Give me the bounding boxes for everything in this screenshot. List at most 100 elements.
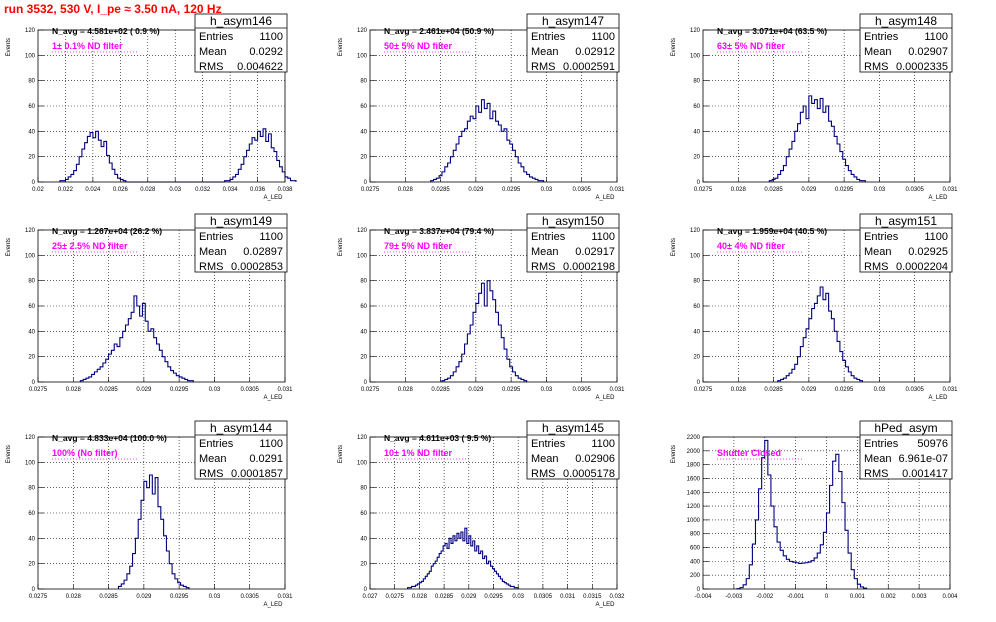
y-tick-label: 0	[697, 587, 701, 593]
x-tick-label: 0.028	[398, 187, 414, 193]
stats-box-title: h_asym150	[542, 214, 604, 228]
stats-label: RMS	[199, 468, 223, 480]
x-tick-label: 0.0295	[484, 594, 503, 600]
y-tick-label: 0	[364, 587, 368, 593]
histogram-series	[406, 527, 519, 589]
y-tick-label: 80	[360, 79, 367, 85]
y-tick-label: 60	[28, 104, 35, 110]
y-tick-label: 1600	[687, 476, 701, 482]
stats-box: h_asym146 Entries 1100 Mean 0.0292 RMS 0.00462…	[194, 13, 288, 73]
x-tick-label: -0.004	[694, 594, 712, 600]
x-tick-label: 0.029	[801, 187, 817, 193]
y-tick-label: 120	[690, 28, 701, 34]
stats-value: 1100	[591, 31, 615, 43]
x-tick-label: 0.022	[58, 187, 74, 193]
y-tick-label: 120	[25, 28, 36, 34]
y-tick-label: 20	[28, 562, 35, 568]
stats-box: h_asym145 Entries 1100 Mean 0.02906 RMS 0.0005…	[526, 420, 620, 480]
y-tick-label: 2200	[687, 435, 701, 441]
x-tick-label: 0.0305	[573, 187, 592, 193]
y-tick-label: 40	[360, 129, 367, 135]
stats-box: h_asym150 Entries 1100 Mean 0.02917 RMS 0.0002…	[526, 213, 620, 273]
stats-value: 1100	[924, 31, 948, 43]
x-axis-title: A_LED	[263, 602, 283, 608]
y-tick-label: 0	[697, 180, 701, 186]
stats-box-title: h_asym149	[210, 214, 272, 228]
x-tick-label: 0.028	[731, 187, 747, 193]
stats-value: 1100	[259, 438, 283, 450]
stats-box: h_asym148 Entries 1100 Mean 0.02907 RMS 0.0002…	[859, 13, 953, 73]
stats-label: Mean	[864, 453, 892, 465]
stats-label: RMS	[199, 61, 223, 73]
histogram-series	[777, 286, 864, 382]
x-tick-label: 0.038	[277, 187, 293, 193]
x-tick-label: 0.032	[195, 187, 211, 193]
x-tick-label: 0.031	[277, 594, 293, 600]
x-tick-label: 0.028	[398, 387, 414, 393]
y-tick-label: 200	[690, 573, 701, 579]
y-tick-label: 120	[25, 435, 36, 441]
y-tick-label: 100	[25, 53, 36, 59]
x-tick-label: 0.028	[731, 387, 747, 393]
y-tick-label: 40	[360, 536, 367, 542]
y-tick-label: 80	[360, 279, 367, 285]
x-tick-label: 0.0305	[241, 594, 260, 600]
x-tick-label: 0.031	[277, 387, 293, 393]
x-tick-label: 0.024	[85, 187, 101, 193]
x-tick-label: 0.0295	[502, 187, 521, 193]
stats-box-title: h_asym147	[542, 14, 604, 28]
x-tick-label: 0.0295	[170, 594, 189, 600]
stats-label: Entries	[199, 231, 234, 243]
y-tick-label: 60	[360, 104, 367, 110]
stats-label: Mean	[199, 453, 227, 465]
x-tick-label: 0.028	[66, 594, 82, 600]
histogram-grid: 0.02 0.022 0.024 0.026 0.028 0.03 0.032 0.034 0.…	[6, 13, 958, 608]
x-tick-label: 0.0305	[906, 387, 925, 393]
x-tick-label: 0.031	[560, 594, 576, 600]
histogram-panel-h_asym149: 0.0275 0.028 0.0285 0.029 0.0295 0.03 0.0305 0.…	[6, 213, 293, 401]
stats-label: Entries	[864, 438, 899, 450]
x-tick-label: 0.036	[250, 187, 266, 193]
y-tick-label: 100	[25, 460, 36, 466]
stats-label: Entries	[531, 231, 566, 243]
y-tick-label: 120	[357, 228, 368, 234]
stats-box-frame	[526, 13, 620, 73]
stats-value: 0.0002198	[563, 261, 615, 273]
y-tick-label: 100	[357, 460, 368, 466]
histogram-series	[79, 295, 194, 382]
x-tick-label: 0.0285	[764, 387, 783, 393]
x-tick-label: -0.002	[756, 594, 774, 600]
stats-box-title: h_asym146	[210, 14, 272, 28]
x-tick-label: 0.0275	[694, 187, 713, 193]
x-tick-label: 0.003	[912, 594, 928, 600]
x-tick-label: 0.0275	[386, 594, 405, 600]
stats-label: Entries	[199, 438, 234, 450]
stats-label: RMS	[864, 61, 888, 73]
stats-label: Mean	[199, 46, 227, 58]
x-tick-label: 0.034	[223, 187, 239, 193]
y-tick-label: 60	[693, 304, 700, 310]
panel-title: N_avg = 1.267e+04 (26.2 %)	[52, 226, 162, 236]
stats-box-frame	[194, 13, 288, 73]
stats-label: RMS	[864, 468, 888, 480]
y-tick-label: 60	[360, 304, 367, 310]
x-tick-label: 0.028	[140, 187, 156, 193]
x-tick-label: 0.0315	[583, 594, 602, 600]
stats-box-title: h_asym144	[210, 421, 272, 435]
stats-label: Entries	[531, 31, 566, 43]
x-tick-label: 0.0295	[170, 387, 189, 393]
filter-annotation: 40± 4% ND filter	[717, 241, 785, 251]
stats-label: Entries	[199, 31, 234, 43]
panel-title: N_avg = 3.837e+04 (79.4 %)	[384, 226, 494, 236]
x-tick-label: 0.0295	[502, 387, 521, 393]
stats-value: 0.0002335	[896, 61, 948, 73]
x-tick-label: 0.02	[32, 187, 44, 193]
y-tick-label: 80	[28, 279, 35, 285]
x-axis-title: A_LED	[928, 195, 948, 201]
y-tick-label: 0	[697, 380, 701, 386]
x-axis-title: A_LED	[263, 395, 283, 401]
x-tick-label: 0.028	[412, 594, 428, 600]
stats-value: 1100	[924, 231, 948, 243]
stats-value: 6.961e-07	[898, 453, 948, 465]
histogram-panel-h_asym148: 0.0275 0.028 0.0285 0.029 0.0295 0.03 0.0305 0.…	[671, 13, 958, 201]
